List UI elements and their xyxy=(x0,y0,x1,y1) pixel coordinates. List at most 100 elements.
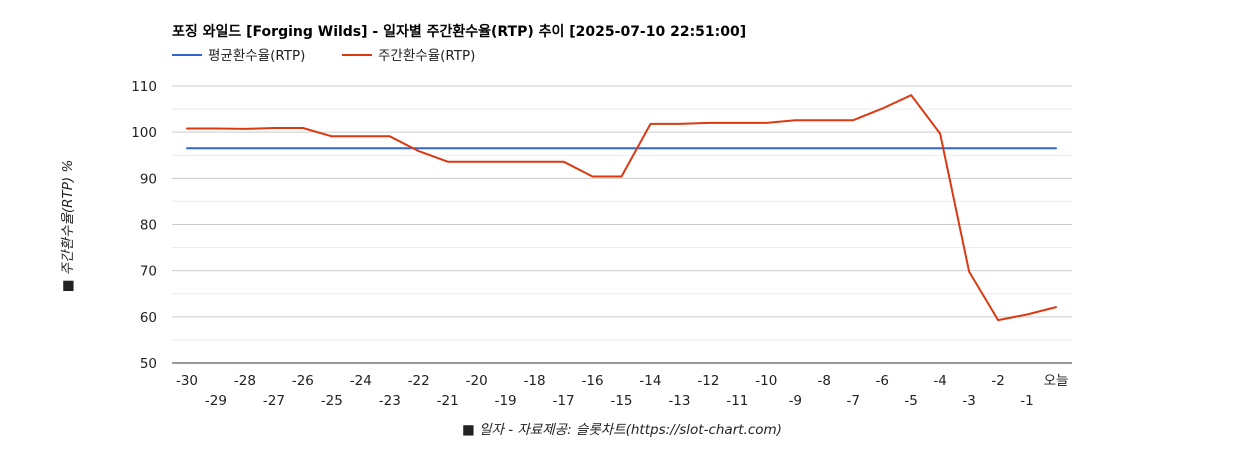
data-point-average[interactable] xyxy=(821,145,827,151)
x-axis-ticks: -30-29-28-27-26-25-24-23-22-21-20-19-18-… xyxy=(176,373,1068,409)
x-tick-label: -12 xyxy=(697,373,719,389)
x-tick-label: -14 xyxy=(639,373,661,389)
data-point-weekly[interactable] xyxy=(676,121,682,127)
data-point-average[interactable] xyxy=(387,145,393,151)
data-point-average[interactable] xyxy=(995,145,1001,151)
y-tick-label: 50 xyxy=(140,356,157,372)
data-point-weekly[interactable] xyxy=(532,159,538,165)
data-point-average[interactable] xyxy=(445,145,451,151)
data-point-average[interactable] xyxy=(329,145,335,151)
data-point-average[interactable] xyxy=(792,145,798,151)
data-point-weekly[interactable] xyxy=(763,120,769,126)
data-point-average[interactable] xyxy=(300,145,306,151)
x-tick-label: -13 xyxy=(668,393,690,409)
data-point-weekly[interactable] xyxy=(1024,312,1030,318)
data-point-weekly[interactable] xyxy=(358,133,364,139)
data-point-average[interactable] xyxy=(271,145,277,151)
data-point-average[interactable] xyxy=(879,145,885,151)
data-point-weekly[interactable] xyxy=(416,148,422,154)
x-tick-label: -6 xyxy=(875,373,888,389)
data-point-weekly[interactable] xyxy=(503,159,509,165)
data-point-average[interactable] xyxy=(358,145,364,151)
data-point-weekly[interactable] xyxy=(184,126,190,132)
data-point-average[interactable] xyxy=(1024,145,1030,151)
data-point-weekly[interactable] xyxy=(387,133,393,139)
y-tick-label: 100 xyxy=(131,125,157,141)
data-point-weekly[interactable] xyxy=(966,269,972,275)
x-tick-label: -7 xyxy=(846,393,859,409)
legend-item-weekly[interactable]: 주간환수율(RTP) xyxy=(342,48,475,64)
data-point-average[interactable] xyxy=(648,145,654,151)
data-point-average[interactable] xyxy=(619,145,625,151)
data-point-weekly[interactable] xyxy=(850,117,856,123)
data-point-weekly[interactable] xyxy=(329,133,335,139)
data-point-weekly[interactable] xyxy=(445,159,451,165)
data-point-weekly[interactable] xyxy=(908,92,914,98)
data-point-average[interactable] xyxy=(474,145,480,151)
data-point-average[interactable] xyxy=(1053,145,1059,151)
x-tick-label: -8 xyxy=(818,373,831,389)
x-tick-label: -10 xyxy=(755,373,777,389)
x-tick-label: -11 xyxy=(726,393,748,409)
data-point-average[interactable] xyxy=(561,145,567,151)
legend-label-average: 평균환수율(RTP) xyxy=(208,48,305,64)
data-point-average[interactable] xyxy=(763,145,769,151)
data-point-weekly[interactable] xyxy=(879,106,885,112)
x-tick-label: -4 xyxy=(933,373,946,389)
data-point-weekly[interactable] xyxy=(995,317,1001,323)
data-point-weekly[interactable] xyxy=(792,117,798,123)
data-point-weekly[interactable] xyxy=(821,117,827,123)
data-point-weekly[interactable] xyxy=(271,125,277,131)
x-tick-label: -23 xyxy=(379,393,401,409)
data-point-average[interactable] xyxy=(503,145,509,151)
data-point-average[interactable] xyxy=(908,145,914,151)
y-tick-label: 70 xyxy=(140,264,157,280)
data-point-weekly[interactable] xyxy=(561,159,567,165)
data-point-average[interactable] xyxy=(532,145,538,151)
x-tick-label: -19 xyxy=(495,393,517,409)
data-point-weekly[interactable] xyxy=(300,125,306,131)
x-tick-label: -21 xyxy=(437,393,459,409)
x-tick-label: -24 xyxy=(350,373,372,389)
x-tick-label: -1 xyxy=(1020,393,1033,409)
data-point-average[interactable] xyxy=(590,145,596,151)
x-tick-label: -20 xyxy=(466,373,488,389)
legend: 평균환수율(RTP) 주간환수율(RTP) xyxy=(172,48,475,64)
legend-item-average[interactable]: 평균환수율(RTP) xyxy=(172,48,305,64)
x-tick-label: -27 xyxy=(263,393,285,409)
data-point-average[interactable] xyxy=(850,145,856,151)
data-point-weekly[interactable] xyxy=(648,121,654,127)
data-point-weekly[interactable] xyxy=(242,126,248,132)
data-point-average[interactable] xyxy=(213,145,219,151)
x-tick-label: 오늘 xyxy=(1044,373,1069,389)
data-point-average[interactable] xyxy=(705,145,711,151)
plot-grid xyxy=(172,85,1072,364)
data-point-average[interactable] xyxy=(966,145,972,151)
x-tick-label: -28 xyxy=(234,373,256,389)
x-tick-label: -22 xyxy=(408,373,430,389)
data-point-average[interactable] xyxy=(734,145,740,151)
data-point-weekly[interactable] xyxy=(937,131,943,137)
legend-label-weekly: 주간환수율(RTP) xyxy=(378,48,475,64)
data-point-average[interactable] xyxy=(676,145,682,151)
chart-title: 포징 와일드 [Forging Wilds] - 일자별 주간환수율(RTP) … xyxy=(172,23,746,40)
data-point-weekly[interactable] xyxy=(474,159,480,165)
data-point-weekly[interactable] xyxy=(734,120,740,126)
data-point-average[interactable] xyxy=(242,145,248,151)
x-axis-title: ■ 일자 - 자료제공: 슬롯차트(https://slot-chart.com… xyxy=(462,422,782,438)
data-point-weekly[interactable] xyxy=(213,126,219,132)
data-point-weekly[interactable] xyxy=(619,174,625,180)
y-tick-label: 80 xyxy=(140,218,157,234)
x-tick-label: -30 xyxy=(176,373,198,389)
data-point-average[interactable] xyxy=(184,145,190,151)
y-axis-title: ■ 주간환수율(RTP) % xyxy=(60,160,76,293)
x-tick-label: -26 xyxy=(292,373,314,389)
data-point-weekly[interactable] xyxy=(1053,304,1059,310)
data-point-weekly[interactable] xyxy=(590,174,596,180)
data-point-weekly[interactable] xyxy=(705,120,711,126)
y-axis-ticks: 50 60 70 80 90 100 110 xyxy=(131,79,157,372)
x-tick-label: -15 xyxy=(610,393,632,409)
x-tick-label: -5 xyxy=(904,393,917,409)
x-tick-label: -3 xyxy=(962,393,975,409)
